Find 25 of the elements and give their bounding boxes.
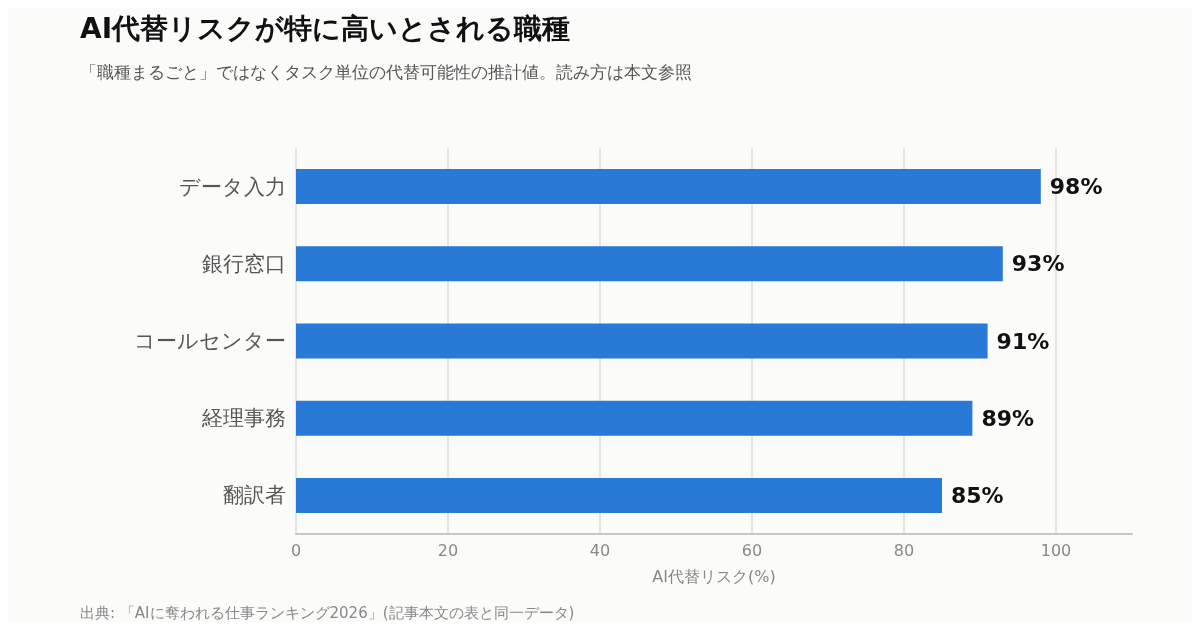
bar (296, 477, 942, 513)
x-tick-label: 0 (290, 540, 302, 560)
x-tick-label: 20 (437, 540, 459, 560)
x-tick-label: 60 (741, 540, 763, 560)
x-axis-title: AI代替リスク(%) (652, 566, 776, 586)
y-tick-label: 銀行窓口 (202, 251, 286, 276)
bar (296, 246, 1003, 282)
x-tick-label: 80 (893, 540, 915, 560)
chart-subtitle: 「職種まるごと」ではなくタスク単位の代替可能性の推計値。読み方は本文参照 (80, 61, 692, 82)
chart-title: AI代替リスクが特に高いとされる職種 (80, 11, 571, 45)
y-tick-label: 経理事務 (201, 406, 286, 431)
y-tick-label: コールセンター (134, 329, 286, 353)
data-label: 93% (1011, 251, 1065, 277)
y-tick-label: 翻訳者 (223, 483, 286, 508)
y-tick-label: データ入力 (179, 174, 286, 199)
bar (296, 323, 988, 359)
data-label: 98% (1049, 174, 1103, 200)
x-tick-label: 40 (589, 540, 611, 560)
bar (296, 400, 973, 436)
data-label: 85% (951, 482, 1004, 508)
source-note: 出典: 「AIに奪われる仕事ランキング2026」(記事本文の表と同一データ) (80, 603, 575, 622)
data-label: 91% (996, 328, 1050, 354)
x-tick-label: 100 (1040, 540, 1072, 560)
bar (296, 169, 1041, 205)
data-label: 89% (981, 405, 1035, 431)
